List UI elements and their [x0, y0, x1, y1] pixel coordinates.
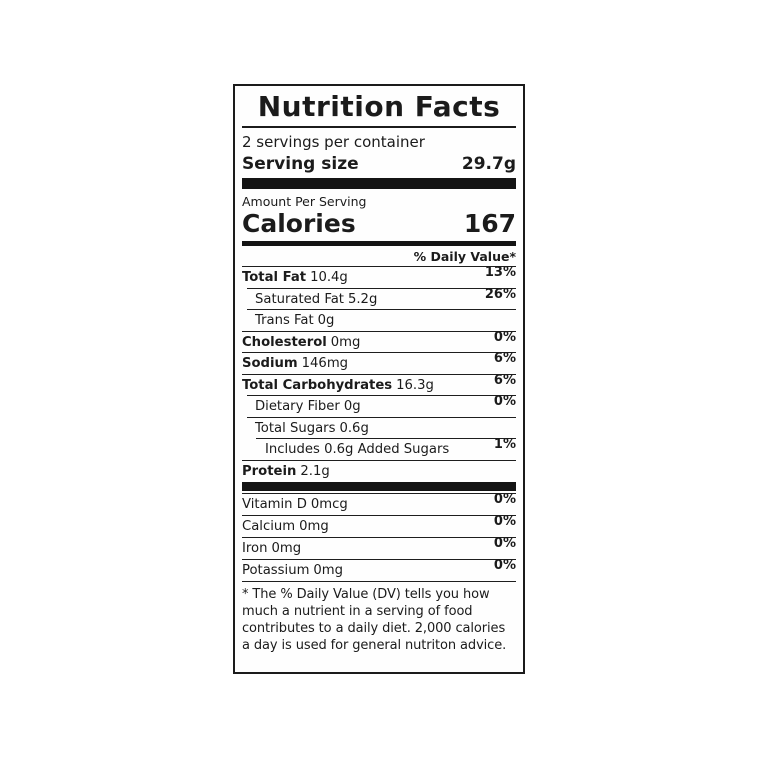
- nutrient-amount: 0.6g: [339, 420, 369, 436]
- nutrient-row-cholesterol: Cholesterol 0mg 0%: [242, 329, 516, 353]
- nutrient-row-sodium: Sodium 146mg 6%: [242, 351, 516, 374]
- nutrient-amount: 5.2g: [347, 291, 378, 307]
- nutrient-row-dietary-fiber: Dietary Fiber 0g 0%: [247, 394, 516, 417]
- daily-value-footnote: * The % Daily Value (DV) tells you how m…: [242, 581, 516, 655]
- nutrient-rows: Total Fat 10.4g 13% Saturated Fat 5.2g 26%…: [242, 265, 516, 482]
- nutrient-daily-value: 1%: [493, 437, 516, 453]
- nutrient-daily-value: 13%: [484, 265, 516, 281]
- vitamin-name: Vitamin D: [242, 497, 307, 513]
- nutrient-row-total-carbohydrates: Total Carbohydrates 16.3g 6%: [242, 372, 516, 396]
- nutrient-daily-value: 0%: [493, 394, 516, 410]
- nutrient-daily-value: 6%: [493, 372, 516, 388]
- vitamin-daily-value: 0%: [493, 514, 516, 530]
- calories-row: Calories 167: [242, 209, 516, 239]
- nutrient-name: Total Sugars: [255, 420, 336, 436]
- nutrient-name: Cholesterol: [242, 334, 327, 350]
- nutrient-row-added-sugars: Includes 0.6g Added Sugars 1%: [256, 437, 516, 460]
- vitamin-row-iron: Iron 0mg 0%: [242, 536, 516, 559]
- vitamin-amount: 0mg: [299, 519, 329, 535]
- nutrient-name: Saturated Fat: [255, 291, 344, 307]
- serving-size-row: Serving size 29.7g: [242, 153, 516, 175]
- serving-size-value: 29.7g: [461, 153, 516, 174]
- vitamin-rows: Vitamin D 0mcg 0% Calcium 0mg 0% Iron 0mg 0…: [242, 492, 516, 581]
- thick-divider-top: [242, 177, 516, 189]
- vitamin-name: Potassium: [242, 563, 310, 579]
- nutrient-name: Protein: [242, 463, 297, 479]
- vitamin-daily-value: 0%: [493, 536, 516, 552]
- nutrient-amount: 16.3g: [396, 377, 434, 393]
- vitamin-amount: 0mg: [271, 541, 302, 557]
- vitamin-amount: 0mg: [313, 563, 344, 579]
- calories-label: Calories: [242, 209, 356, 239]
- nutrient-daily-value: 0%: [493, 329, 516, 345]
- vitamin-row-calcium: Calcium 0mg 0%: [242, 514, 516, 537]
- nutrient-amount: 10.4g: [310, 270, 348, 286]
- vitamin-name: Calcium: [242, 519, 296, 535]
- nutrient-row-total-sugars: Total Sugars 0.6g: [247, 416, 516, 439]
- nutrient-name: Dietary Fiber: [255, 399, 340, 415]
- nutrient-name: Total Fat: [242, 270, 307, 286]
- nutrient-row-trans-fat: Trans Fat 0g: [247, 309, 516, 331]
- nutrient-daily-value: 26%: [484, 286, 516, 302]
- nutrient-amount: 2.1g: [300, 463, 330, 479]
- nutrient-amount: 146mg: [301, 356, 349, 372]
- nutrient-name: Trans Fat: [255, 313, 314, 329]
- nutrient-name: Includes 0.6g Added Sugars: [265, 442, 450, 458]
- amount-per-serving-label: Amount Per Serving: [242, 193, 367, 209]
- nutrient-amount: 0g: [317, 313, 335, 329]
- medium-divider: [242, 241, 516, 247]
- nutrient-name: Total Carbohydrates: [242, 377, 393, 393]
- vitamin-name: Iron: [242, 541, 268, 557]
- thick-divider-bottom: [242, 482, 516, 492]
- nutrition-facts-label: Nutrition Facts 2 servings per container…: [233, 84, 525, 674]
- vitamin-row-vitamin-d: Vitamin D 0mcg 0%: [242, 492, 516, 515]
- nutrient-row-protein: Protein 2.1g: [242, 459, 516, 482]
- nutrient-amount: 0g: [343, 399, 361, 415]
- servings-per-container: 2 servings per container: [242, 133, 425, 151]
- serving-size-label: Serving size: [242, 153, 359, 174]
- vitamin-amount: 0mcg: [310, 497, 348, 513]
- nutrient-daily-value: 6%: [493, 351, 516, 367]
- nutrient-name: Sodium: [242, 356, 298, 372]
- nutrient-amount: 0mg: [330, 334, 361, 350]
- daily-value-header: % Daily Value*: [413, 249, 516, 265]
- vitamin-daily-value: 0%: [493, 558, 516, 574]
- nutrient-row-total-fat: Total Fat 10.4g 13%: [242, 265, 516, 288]
- calories-value: 167: [463, 209, 516, 239]
- vitamin-row-potassium: Potassium 0mg 0%: [242, 558, 516, 581]
- nutrient-row-saturated-fat: Saturated Fat 5.2g 26%: [247, 286, 516, 310]
- label-title: Nutrition Facts: [242, 89, 516, 128]
- vitamin-daily-value: 0%: [493, 492, 516, 508]
